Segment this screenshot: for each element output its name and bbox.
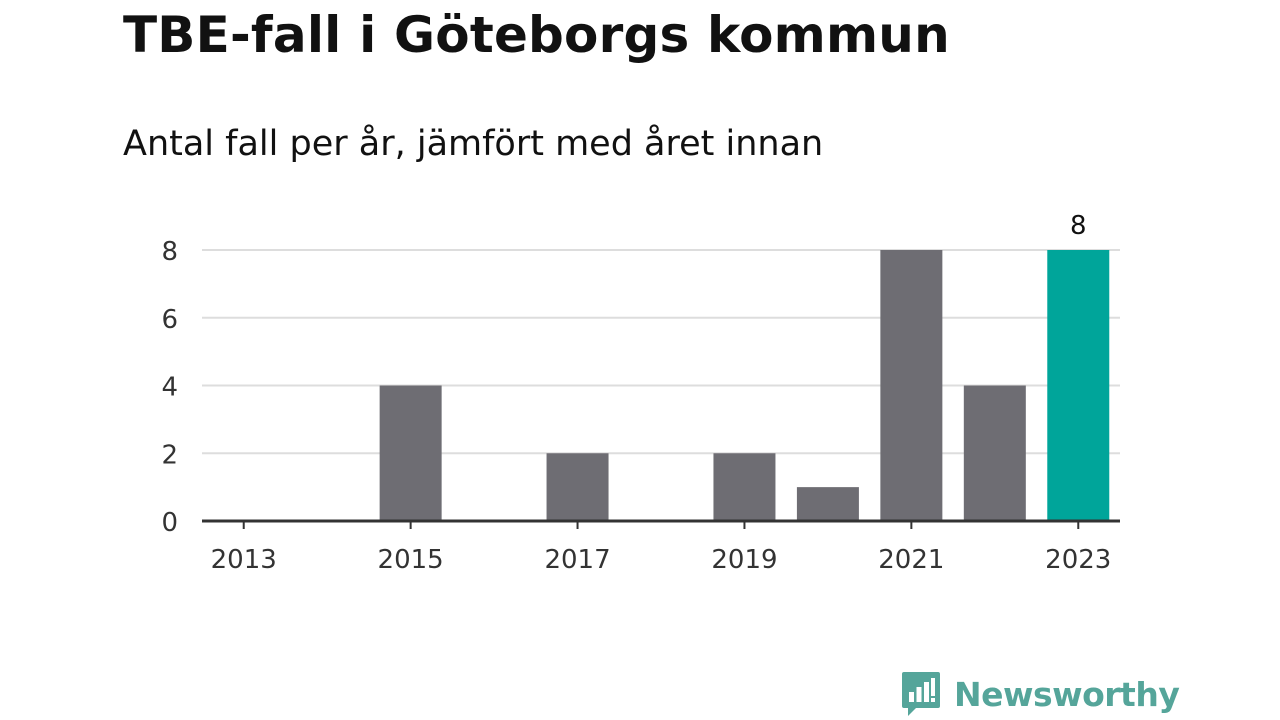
bar-2020 [796, 487, 859, 521]
bar-chart-bubble-icon [902, 672, 940, 716]
y-tick-label: 4 [161, 373, 178, 403]
bars [379, 250, 1110, 521]
x-tick-label: 2017 [544, 545, 610, 575]
bar-2021 [880, 250, 943, 521]
chart-title: TBE-fall i Göteborgs kommun [123, 6, 950, 64]
bar-chart: 0 2 4 6 8 2013 2015 2017 2019 2021 2023 8 [161, 211, 1120, 575]
x-tick-label: 2021 [878, 545, 944, 575]
x-tick-label: 2019 [711, 545, 777, 575]
newsworthy-logo: Newsworthy [900, 670, 1180, 718]
x-tick-label: 2015 [378, 545, 444, 575]
bar-2022 [963, 385, 1026, 521]
chart-subtitle: Antal fall per år, jämfört med året inna… [123, 124, 824, 164]
bar-2015 [379, 385, 442, 521]
x-tick-label: 2023 [1045, 545, 1111, 575]
data-label: 8 [1070, 211, 1087, 241]
y-tick-label: 8 [161, 237, 178, 267]
bar-2019 [713, 453, 776, 521]
data-labels: 8 [1070, 211, 1087, 241]
y-tick-label: 6 [161, 305, 178, 335]
x-tick-label: 2013 [211, 545, 277, 575]
axes: 0 2 4 6 8 2013 2015 2017 2019 2021 2023 [161, 237, 1120, 575]
bar-2017 [546, 453, 609, 521]
y-tick-label: 2 [161, 440, 178, 470]
y-tick-label: 0 [161, 508, 178, 538]
brand-name: Newsworthy [954, 674, 1180, 714]
bar-2023 [1047, 250, 1110, 521]
